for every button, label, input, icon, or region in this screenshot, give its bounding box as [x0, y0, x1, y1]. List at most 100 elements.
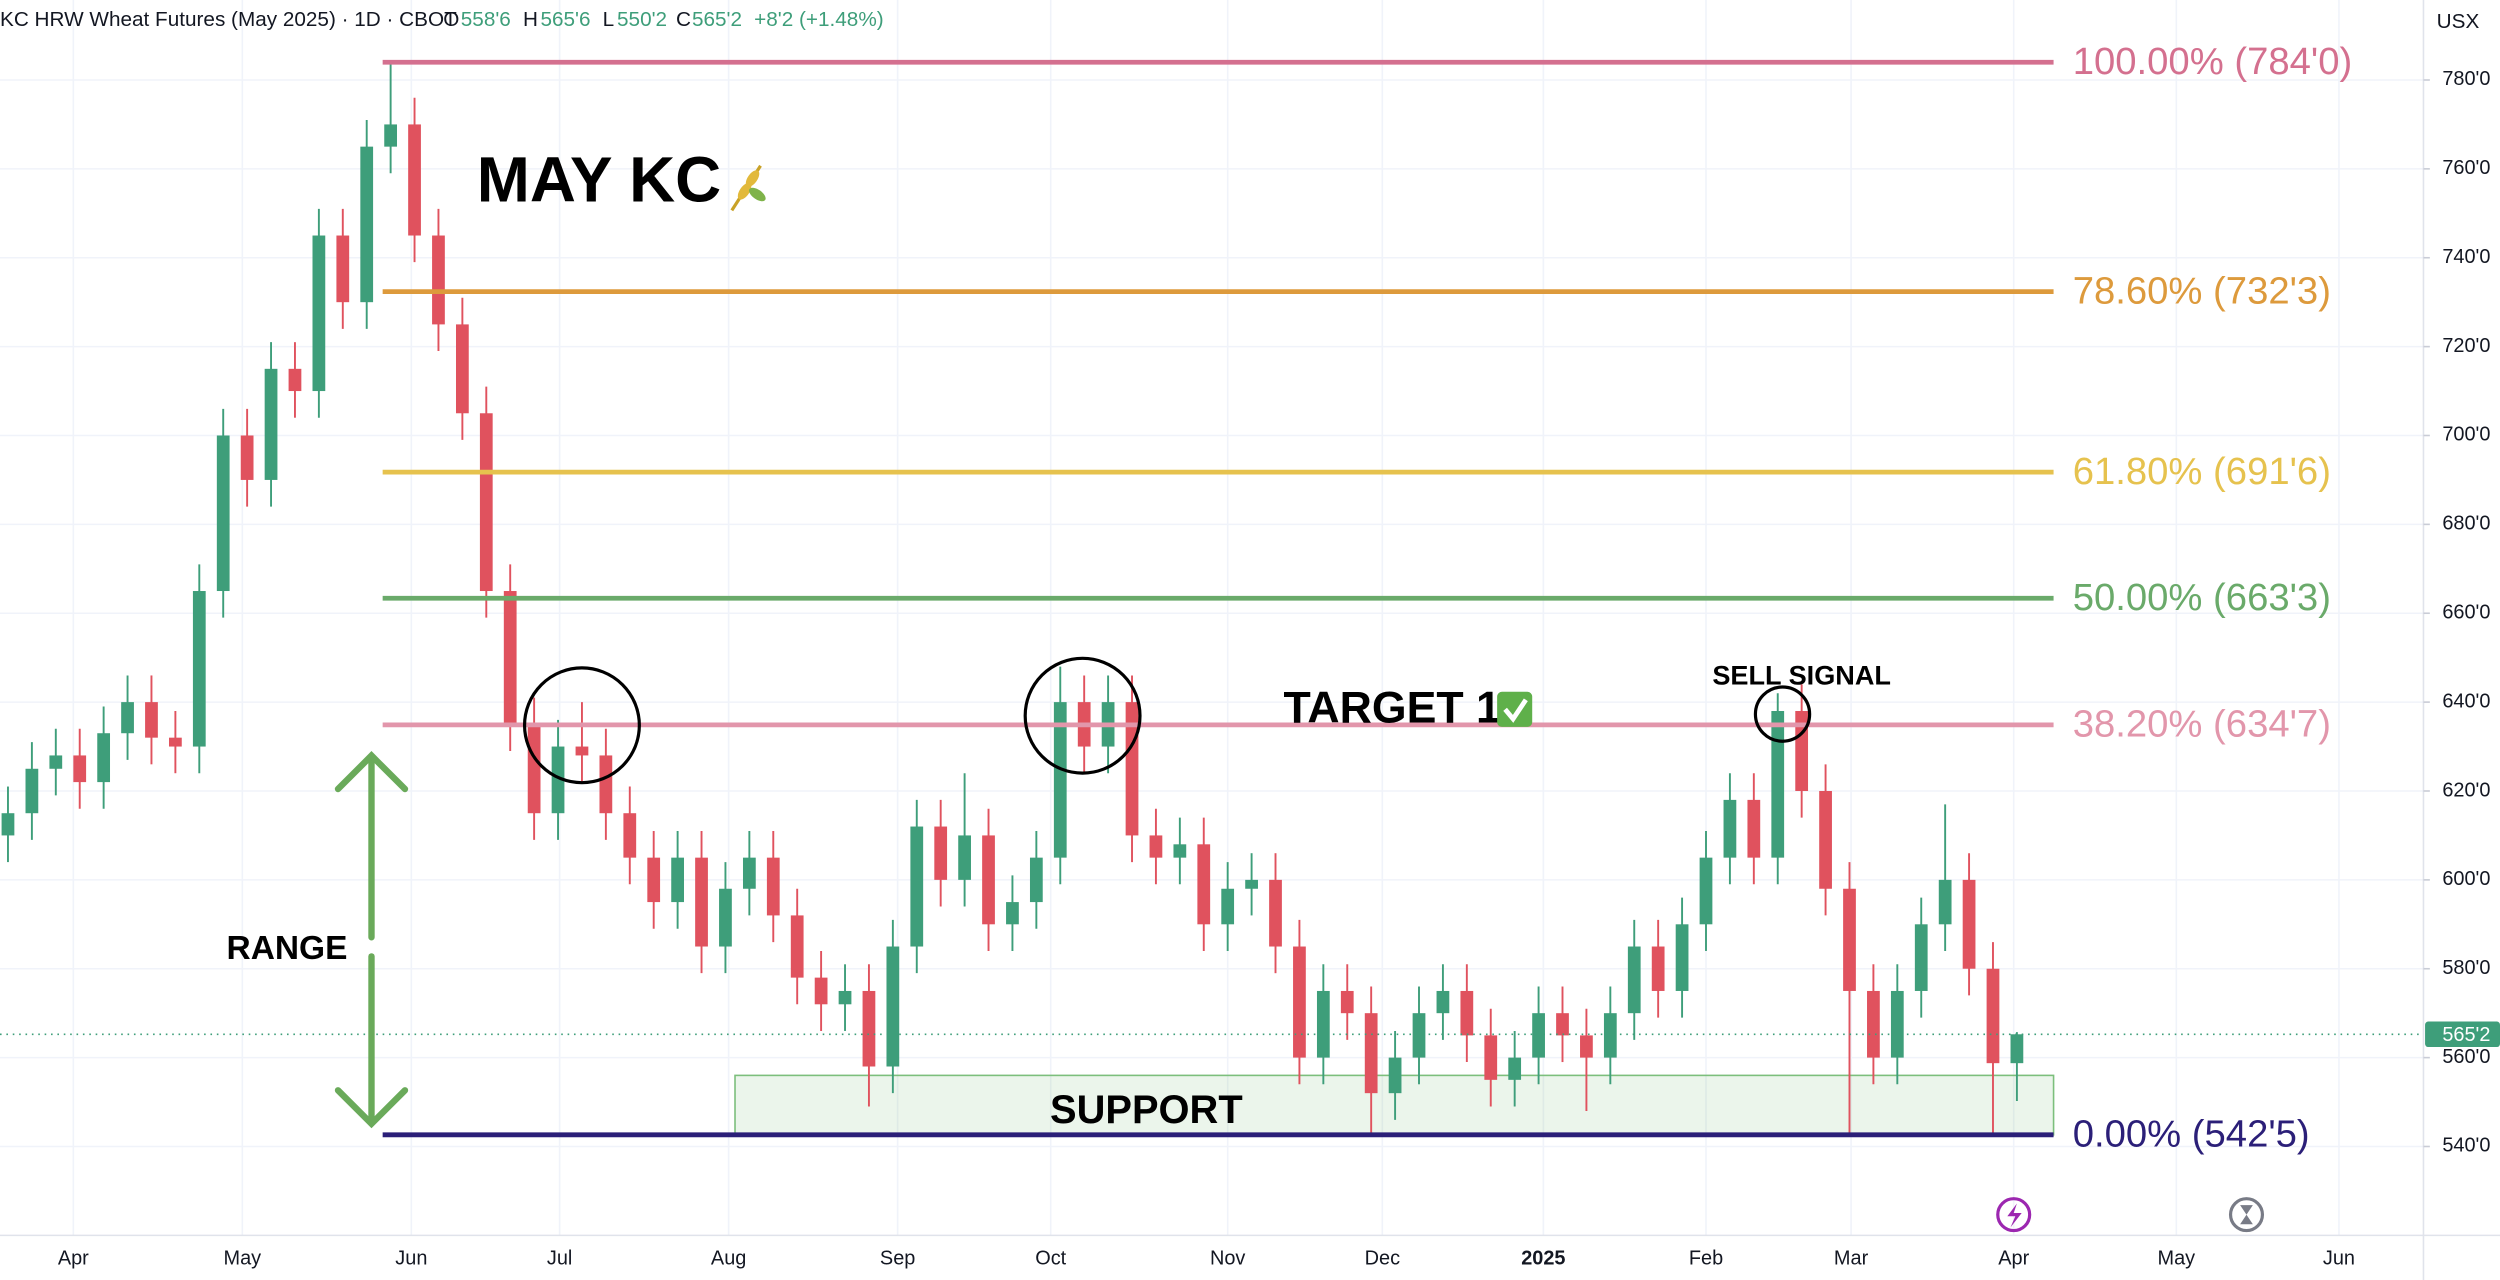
- candle-body: [1675, 924, 1689, 991]
- ohlc-value: 550'2: [617, 8, 667, 31]
- candle-body: [575, 746, 589, 756]
- x-tick-label: Jun: [395, 1248, 427, 1270]
- candle-body: [1484, 1035, 1498, 1080]
- fib-label: 61.80% (691'6): [2073, 450, 2331, 493]
- candle-body: [1580, 1035, 1593, 1058]
- fib-label: 38.20% (634'7): [2073, 703, 2331, 746]
- x-tick-label: Sep: [880, 1248, 915, 1270]
- candle-body: [1867, 990, 1880, 1058]
- x-tick-label: Mar: [1834, 1248, 1869, 1270]
- candle-body: [1436, 990, 1450, 1014]
- arrow-head: [334, 1087, 409, 1129]
- x-tick-label: Oct: [1035, 1248, 1066, 1270]
- candle-body: [1, 813, 15, 836]
- icon[interactable]: [2228, 1197, 2265, 1233]
- candle-body: [1771, 711, 1785, 858]
- candle-body: [1603, 1013, 1617, 1058]
- wheat-grain: [737, 182, 752, 200]
- candle-body: [73, 755, 87, 783]
- chart-title: MAY KC: [477, 144, 721, 216]
- x-tick-label: 2025: [1521, 1248, 1565, 1270]
- annotation: TARGET 1: [1283, 684, 1500, 733]
- y-tick-label: 600'0: [2442, 868, 2490, 890]
- candles: [1, 62, 2024, 1136]
- candle-body: [1364, 1013, 1378, 1094]
- candle-body: [169, 737, 182, 747]
- candle-body: [886, 946, 900, 1067]
- candle-body: [1197, 844, 1211, 925]
- annotation: SELL SIGNAL: [1712, 660, 1891, 691]
- candle-body: [790, 915, 804, 978]
- y-tick-label: 680'0: [2442, 513, 2490, 535]
- candle-body: [599, 755, 613, 814]
- candle-body: [862, 990, 876, 1067]
- x-tick-label: Dec: [1365, 1248, 1400, 1270]
- candle-body: [1053, 702, 1067, 858]
- wheat-grain: [745, 170, 760, 187]
- candle-body: [1221, 888, 1235, 925]
- y-tick-label: 660'0: [2442, 602, 2490, 624]
- grid: [0, 0, 2424, 1236]
- candle-body: [1532, 1013, 1545, 1058]
- candle-body: [1269, 879, 1282, 947]
- y-tick-label: 700'0: [2442, 424, 2490, 446]
- candle-body: [145, 702, 158, 738]
- candle-body: [695, 857, 708, 947]
- candle-body: [910, 826, 924, 947]
- ohlc-label: O: [443, 8, 459, 31]
- x-tick-label: Jun: [2323, 1248, 2355, 1270]
- symbol: KC HRW Wheat Futures (May 2025) · 1D · C…: [0, 8, 457, 31]
- candle-body: [958, 835, 971, 880]
- candle-body: [1388, 1057, 1402, 1094]
- ohlc-label: H: [523, 8, 538, 31]
- candle-body: [1508, 1057, 1522, 1080]
- candle-body: [1819, 790, 1832, 889]
- ohlc-value: 565'6: [540, 8, 590, 31]
- candle-body: [814, 977, 828, 1005]
- candle-body: [671, 857, 684, 903]
- candle-body: [1890, 990, 1904, 1058]
- candle-body: [240, 435, 254, 480]
- candle-body: [1460, 990, 1474, 1036]
- candle-body: [1723, 799, 1737, 858]
- x-tick-label: May: [2158, 1248, 2196, 1270]
- candle-body: [551, 746, 565, 814]
- ohlc-label: C: [676, 8, 691, 31]
- x-tick-label: Apr: [58, 1248, 89, 1270]
- candle-body: [2010, 1034, 2024, 1064]
- x-tick-label: Nov: [1210, 1248, 1245, 1270]
- y-tick-label: 560'0: [2442, 1046, 2490, 1068]
- icon[interactable]: [1996, 1197, 2032, 1233]
- candle-body: [527, 724, 541, 814]
- annotation: RANGE: [227, 930, 348, 967]
- candle-body: [742, 857, 756, 889]
- change: +8'2 (+1.48%): [754, 8, 884, 31]
- candle-body: [360, 146, 374, 303]
- y-tick-label: 760'0: [2442, 157, 2490, 179]
- fib-label: 50.00% (663'3): [2073, 576, 2331, 619]
- candle-body: [1938, 879, 1952, 925]
- candle-body: [1914, 924, 1928, 991]
- y-tick-label: 720'0: [2442, 335, 2490, 357]
- ohlc-value: 558'6: [461, 8, 511, 31]
- y-tick-label: 540'0: [2442, 1135, 2490, 1157]
- candle-body: [25, 768, 39, 814]
- y-tick-label: 580'0: [2442, 957, 2490, 979]
- candle-body: [1843, 888, 1856, 991]
- candle-body: [719, 888, 732, 947]
- y-tick-label: 620'0: [2442, 779, 2490, 801]
- fib-levels: 100.00% (784'0) 78.60% (732'3) 61.80% (691…: [0, 40, 2424, 1156]
- check-icon: [1497, 691, 1533, 727]
- candle-body: [312, 235, 326, 392]
- candle-body: [1412, 1013, 1426, 1058]
- candle-body: [479, 413, 493, 592]
- check-box: [1497, 691, 1533, 727]
- candle-body: [647, 857, 661, 903]
- candle-body: [1245, 879, 1258, 889]
- candle-body: [1125, 702, 1139, 836]
- candle-body: [455, 324, 469, 414]
- y-tick-label: 640'0: [2442, 690, 2490, 712]
- candle-body: [1316, 990, 1330, 1058]
- arrow-head: [334, 751, 409, 793]
